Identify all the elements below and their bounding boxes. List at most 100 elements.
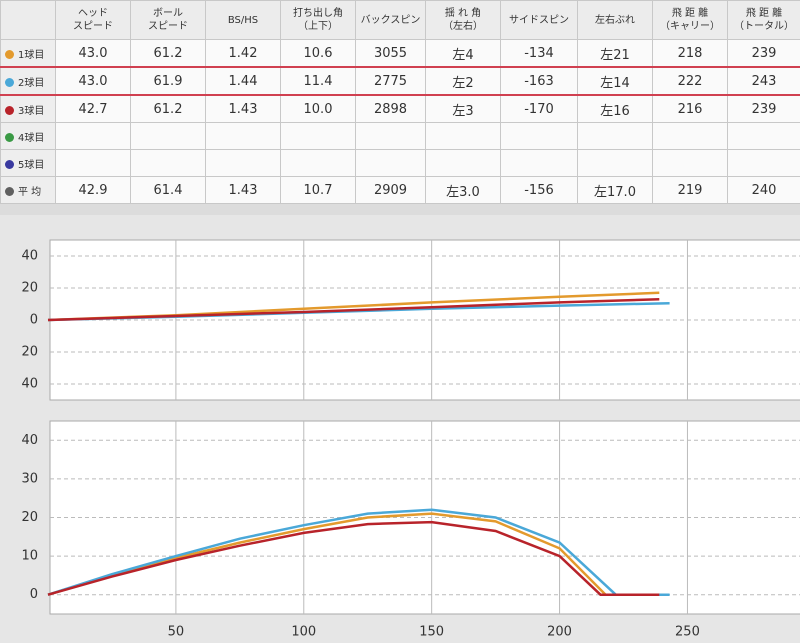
cell: 左2 — [425, 66, 501, 96]
cell: 216 — [652, 94, 728, 123]
cell — [425, 122, 501, 150]
cell: 2909 — [355, 176, 426, 204]
shot-table: ヘッド スピード ボール スピード BS/HS 打ち出し角 （上下） バックスピン 揺 れ 角 （… — [0, 0, 800, 204]
cell: -170 — [500, 94, 578, 123]
cell: 11.4 — [280, 66, 356, 96]
y-tick-label: 0 — [30, 313, 38, 328]
cell: 2898 — [355, 94, 426, 123]
cell: 左3 — [425, 94, 501, 123]
cell: 42.7 — [55, 94, 131, 123]
shot-color-dot — [5, 187, 14, 196]
x-tick-label: 200 — [547, 625, 572, 640]
cell: 218 — [652, 39, 728, 68]
cell: -163 — [500, 66, 578, 96]
cell — [355, 122, 426, 150]
shot-row: 平 均 42.9 61.4 1.43 10.7 2909 左3.0 -156 左17.0 219 2… — [0, 176, 800, 204]
cell — [652, 149, 728, 177]
header-text: スピード — [148, 21, 188, 32]
cell: 240 — [727, 176, 800, 204]
header-text: （上下） — [298, 21, 338, 32]
row-label: 4球目 — [0, 122, 56, 150]
header-text: バックスピン — [360, 14, 421, 26]
cell: 219 — [652, 176, 728, 204]
row-label-text: 平 均 — [18, 186, 42, 198]
cell: 10.7 — [280, 176, 356, 204]
cell — [727, 149, 800, 177]
cell — [500, 122, 578, 150]
header-text: （左右） — [443, 21, 483, 32]
cell: 43.0 — [55, 66, 131, 96]
cell — [425, 149, 501, 177]
x-tick-label: 50 — [168, 625, 185, 640]
header-text: スピード — [73, 21, 113, 32]
shot-row: 1球目 43.0 61.2 1.42 10.6 3055 左4 -134 左21 218 239 — [0, 39, 800, 68]
x-tick-label: 150 — [419, 625, 444, 640]
header-cell: 左右ぶれ — [577, 0, 653, 40]
trajectory-line — [47, 508, 670, 596]
header-cell: 揺 れ 角 （左右） — [425, 0, 501, 40]
y-tick-label: 0 — [30, 587, 38, 602]
cell: 左21 — [577, 39, 653, 68]
y-tick-label: 20 — [21, 345, 38, 360]
header-cell: 打ち出し角 （上下） — [280, 0, 356, 40]
cell — [130, 149, 206, 177]
cell: 239 — [727, 39, 800, 68]
row-label-text: 4球目 — [18, 132, 45, 144]
cell: 左4 — [425, 39, 501, 68]
header-text: 打ち出し角 — [293, 8, 343, 19]
cell — [652, 122, 728, 150]
header-cell: バックスピン — [355, 0, 426, 40]
cell: 61.2 — [130, 39, 206, 68]
cell: 43.0 — [55, 39, 131, 68]
header-cell: 飛 距 離 （キャリー） — [652, 0, 728, 40]
header-cell: ボール スピード — [130, 0, 206, 40]
cell — [55, 149, 131, 177]
shot-color-dot — [5, 106, 14, 115]
cell: 左14 — [577, 66, 653, 96]
cell: 61.9 — [130, 66, 206, 96]
trajectory-line — [47, 512, 660, 596]
y-tick-label: 20 — [21, 281, 38, 296]
x-tick-label: 100 — [291, 625, 316, 640]
cell — [577, 149, 653, 177]
shot-row: 4球目 — [0, 122, 800, 150]
header-text: 飛 距 離 — [671, 8, 709, 19]
cell — [130, 122, 206, 150]
row-label: 1球目 — [0, 39, 56, 68]
cell: 1.44 — [205, 66, 281, 96]
trajectory-line — [47, 297, 660, 322]
shot-row: 2球目 43.0 61.9 1.44 11.4 2775 左2 -163 左14 222 243 — [0, 66, 800, 96]
shot-color-dot — [5, 50, 14, 59]
cell: 1.42 — [205, 39, 281, 68]
cell: 42.9 — [55, 176, 131, 204]
cell — [205, 122, 281, 150]
cell: 61.4 — [130, 176, 206, 204]
cell: 左16 — [577, 94, 653, 123]
cell — [727, 122, 800, 150]
header-text: BS/HS — [227, 14, 259, 26]
header-cell: ヘッド スピード — [55, 0, 131, 40]
header-text: 揺 れ 角 — [444, 8, 482, 19]
y-tick-label: 20 — [21, 510, 38, 525]
cell: 1.43 — [205, 176, 281, 204]
shot-color-dot — [5, 133, 14, 142]
trajectory-line — [47, 520, 660, 596]
cell: 10.6 — [280, 39, 356, 68]
cell — [280, 122, 356, 150]
header-text: （キャリー） — [660, 21, 720, 32]
x-tick-label: 250 — [675, 625, 700, 640]
cell — [205, 149, 281, 177]
cell: -156 — [500, 176, 578, 204]
row-label-text: 5球目 — [18, 159, 45, 171]
header-text: （トータル） — [734, 21, 794, 32]
shot-row: 3球目 42.7 61.2 1.43 10.0 2898 左3 -170 左16 216 239 — [0, 94, 800, 123]
row-label: 5球目 — [0, 149, 56, 177]
cell: 222 — [652, 66, 728, 96]
y-tick-label: 40 — [21, 377, 38, 392]
row-label: 2球目 — [0, 66, 56, 96]
row-label: 3球目 — [0, 94, 56, 123]
cell: -134 — [500, 39, 578, 68]
shot-row: 5球目 — [0, 149, 800, 177]
cell: 10.0 — [280, 94, 356, 123]
cell — [55, 122, 131, 150]
